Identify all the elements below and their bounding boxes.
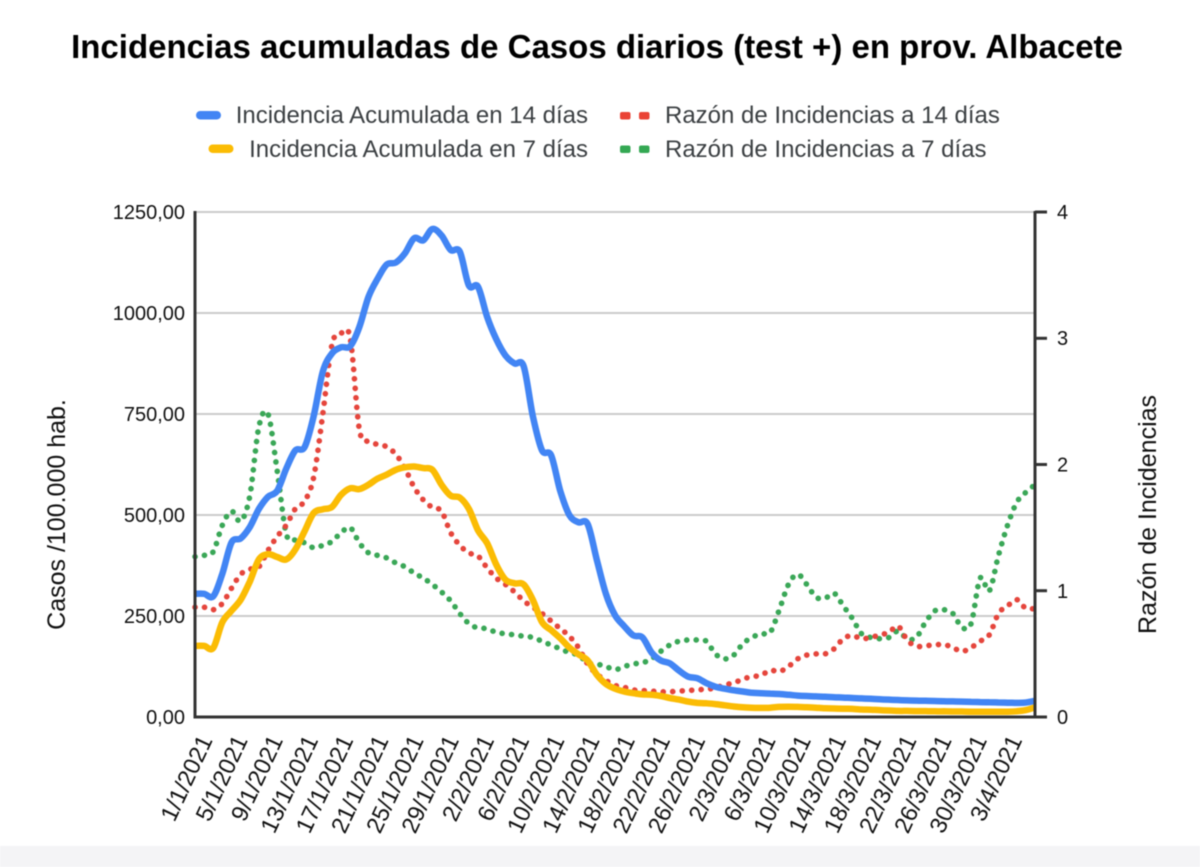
svg-text:750,00: 750,00 [124, 404, 185, 426]
svg-text:Razón de Incidencias a 14 días: Razón de Incidencias a 14 días [665, 102, 1000, 129]
svg-text:500,00: 500,00 [124, 505, 185, 527]
svg-text:0,00: 0,00 [146, 707, 185, 729]
svg-text:Incidencia Acumulada en 14 día: Incidencia Acumulada en 14 días [236, 102, 588, 129]
svg-text:1000,00: 1000,00 [113, 303, 185, 325]
svg-text:Razón de Incidencias: Razón de Incidencias [1134, 395, 1162, 634]
svg-text:1250,00: 1250,00 [113, 202, 185, 224]
svg-text:0: 0 [1057, 707, 1068, 729]
svg-text:Incidencias acumuladas de Caso: Incidencias acumuladas de Casos diarios … [71, 28, 1123, 65]
svg-text:3: 3 [1057, 328, 1068, 350]
svg-text:Incidencia Acumulada en 7 días: Incidencia Acumulada en 7 días [249, 136, 588, 163]
svg-text:1: 1 [1057, 581, 1068, 603]
svg-text:2: 2 [1057, 455, 1068, 477]
svg-text:4: 4 [1057, 202, 1068, 224]
svg-text:250,00: 250,00 [124, 606, 185, 628]
svg-text:Razón de Incidencias a 7 días: Razón de Incidencias a 7 días [665, 136, 987, 163]
svg-text:Casos /100.000 hab.: Casos /100.000 hab. [43, 399, 71, 630]
